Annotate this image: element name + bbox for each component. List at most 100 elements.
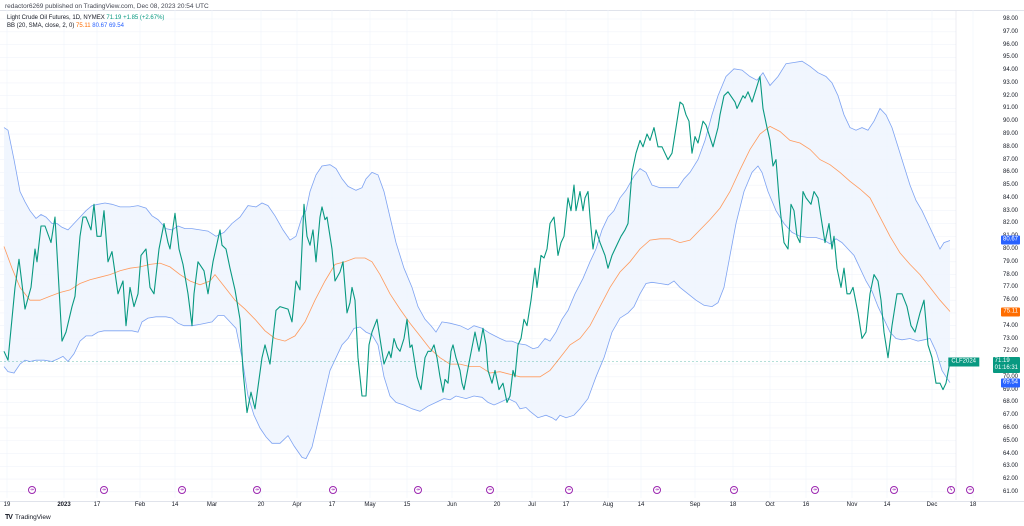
price-axis-label: 70.00 <box>1002 373 1018 380</box>
contract-rollover-event-icon[interactable]: ↠ <box>329 486 337 494</box>
time-axis-label: 2023 <box>57 502 71 508</box>
contract-rollover-event-icon[interactable]: ↠ <box>966 486 974 494</box>
dividend-event-icon[interactable]: ϟ <box>947 486 955 494</box>
time-axis-label: 20 <box>493 502 501 508</box>
time-axis-label: 17 <box>93 502 101 508</box>
price-axis-label: 66.00 <box>1002 424 1018 431</box>
price-axis-label: 72.00 <box>1002 348 1018 355</box>
price-axis-label: 69.00 <box>1002 386 1018 393</box>
time-axis-label: Apr <box>292 502 302 508</box>
brand-name: TradingView <box>14 514 51 521</box>
time-axis-label: Dec <box>926 502 938 508</box>
price-axis-label: 79.00 <box>1002 258 1018 265</box>
price-axis-label: 95.00 <box>1002 54 1018 61</box>
time-axis-label: 18 <box>729 502 737 508</box>
price-axis-label: 96.00 <box>1002 41 1018 48</box>
price-axis-label: 73.00 <box>1002 335 1018 342</box>
bollinger-lower-line <box>3 165 951 460</box>
price-axis-label: 85.00 <box>1002 182 1018 189</box>
price-axis-label: 86.00 <box>1002 169 1018 176</box>
time-axis-label: 17 <box>328 502 336 508</box>
publisher-line: redactor6269 published on TradingView.co… <box>5 3 209 10</box>
price-axis-label: 76.00 <box>1002 297 1018 304</box>
bollinger-upper-line <box>3 60 951 350</box>
price-axis-label: 87.00 <box>1002 156 1018 163</box>
symbol-tag: CLF2024 <box>948 357 979 367</box>
price-axis-label: 67.00 <box>1002 412 1018 419</box>
bollinger-basis-line <box>3 125 951 378</box>
price-axis-label: 84.00 <box>1002 194 1018 201</box>
time-axis-label: 14 <box>637 502 645 508</box>
price-axis-label: 93.00 <box>1002 79 1018 86</box>
indicator-legend-row[interactable]: BB (20, SMA, close, 2, 0) 75.11 80.67 69… <box>7 22 164 30</box>
price-axis-label: 78.00 <box>1002 271 1018 278</box>
contract-rollover-event-icon[interactable]: ↠ <box>414 486 422 494</box>
price-axis-label: 89.00 <box>1002 131 1018 138</box>
footer-brand[interactable]: TV TradingView <box>5 514 51 521</box>
price-axis-label: 77.00 <box>1002 284 1018 291</box>
price-axis-label: 65.00 <box>1002 437 1018 444</box>
last-price-tag-value: 71.19 <box>994 357 1010 364</box>
price-axis-label: 94.00 <box>1002 67 1018 74</box>
bb-basis-price-tag: 75.11 <box>1001 307 1020 317</box>
bar-countdown: 01:16:31 <box>994 364 1018 371</box>
contract-rollover-event-icon[interactable]: ↠ <box>653 486 661 494</box>
bb-upper-value: 80.67 <box>92 23 108 29</box>
last-price-tag: 71.19 01:16:31 <box>992 356 1020 373</box>
chart-area[interactable] <box>0 10 1024 502</box>
bb-basis-value: 75.11 <box>76 23 91 29</box>
contract-rollover-event-icon[interactable]: ↠ <box>890 486 898 494</box>
time-axis-label: Jul <box>528 502 536 508</box>
contract-rollover-event-icon[interactable]: ↠ <box>486 486 494 494</box>
time-axis-label: Nov <box>846 502 858 508</box>
contract-rollover-event-icon[interactable]: ↠ <box>178 486 186 494</box>
bb-lower-price-tag: 69.54 <box>1000 378 1020 388</box>
contract-rollover-event-icon[interactable]: ↠ <box>28 486 36 494</box>
price-axis-label: 61.00 <box>1002 488 1018 495</box>
time-axis-label: 19 <box>3 502 11 508</box>
symbol-legend-row[interactable]: Light Crude Oil Futures, 1D, NYMEX 71.19… <box>7 14 164 22</box>
time-axis-label: Sep <box>689 502 701 508</box>
price-axis-label: 82.00 <box>1002 220 1018 227</box>
contract-rollover-event-icon[interactable]: ↠ <box>730 486 738 494</box>
contract-rollover-event-icon[interactable]: ↠ <box>565 486 573 494</box>
price-axis-label: 68.00 <box>1002 399 1018 406</box>
time-axis-label: Oct <box>765 502 775 508</box>
price-axis-label: 98.00 <box>1002 16 1018 22</box>
price-change-value: +1.85 (+2.67%) <box>123 15 165 21</box>
last-price-value: 71.19 <box>106 15 122 21</box>
tradingview-logo-icon: TV <box>5 514 13 521</box>
bb-upper-price-tag: 80.67 <box>1000 235 1020 245</box>
price-line <box>3 75 951 414</box>
price-axis-label: 92.00 <box>1002 92 1018 99</box>
price-axis-label: 74.00 <box>1002 322 1018 329</box>
contract-rollover-event-icon[interactable]: ↠ <box>100 486 108 494</box>
bb-lower-value: 69.54 <box>108 23 124 29</box>
time-axis-label: 14 <box>171 502 179 508</box>
time-axis-label: 14 <box>883 502 891 508</box>
bollinger-band-fill <box>4 61 950 459</box>
price-axis-label: 64.00 <box>1002 450 1018 457</box>
time-axis-label: Jun <box>447 502 457 508</box>
price-axis-label: 63.00 <box>1002 463 1018 470</box>
price-axis-label: 88.00 <box>1002 143 1018 150</box>
time-axis-label: 18 <box>969 502 977 508</box>
indicator-title: BB (20, SMA, close, 2, 0) <box>7 23 75 29</box>
legend: Light Crude Oil Futures, 1D, NYMEX 71.19… <box>7 14 164 30</box>
price-axis-label: 62.00 <box>1002 476 1018 483</box>
time-axis-label: Mar <box>206 502 218 508</box>
price-axis-label: 80.00 <box>1002 246 1018 253</box>
price-axis-label: 83.00 <box>1002 207 1018 214</box>
time-axis-label: 17 <box>562 502 570 508</box>
contract-rollover-event-icon[interactable]: ↠ <box>253 486 261 494</box>
price-axis-label: 97.00 <box>1002 28 1018 35</box>
time-axis-label: 16 <box>802 502 810 508</box>
time-axis-label: May <box>364 502 376 508</box>
price-axis-label: 90.00 <box>1002 118 1018 125</box>
price-axis-label: 91.00 <box>1002 105 1018 112</box>
time-axis-label: Aug <box>602 502 614 508</box>
symbol-title: Light Crude Oil Futures, 1D, NYMEX <box>7 15 105 21</box>
contract-rollover-event-icon[interactable]: ↠ <box>811 486 819 494</box>
time-axis-label: 15 <box>403 502 411 508</box>
